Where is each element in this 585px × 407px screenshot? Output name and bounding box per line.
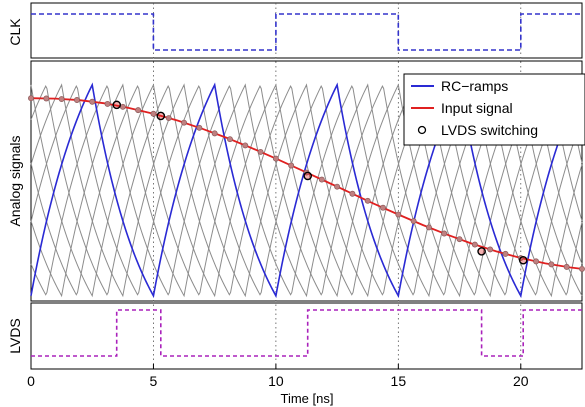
x-tick-label-15: 15	[391, 373, 407, 389]
lvds-switching-marker	[477, 247, 486, 256]
lvds-switching-marker	[156, 111, 166, 121]
sample-point	[471, 241, 478, 248]
clk-panel	[31, 13, 582, 51]
sample-point	[410, 218, 417, 224]
lvds-switching-marker	[303, 171, 313, 181]
lvds-switching-marker	[518, 255, 528, 265]
y-label-clk: CLK	[7, 18, 23, 46]
sample-point	[119, 103, 126, 110]
x-tick-label-10: 10	[268, 373, 284, 389]
sample-point	[563, 263, 570, 270]
analog-panel-frame	[30, 60, 583, 302]
x-tick-label-20: 20	[513, 373, 529, 389]
sample-point	[288, 162, 295, 169]
x-tick-label-0: 0	[27, 373, 35, 389]
lvds-trace	[31, 309, 582, 357]
legend-label-rc-ramps: RC−ramps	[441, 78, 508, 94]
legend-box	[403, 73, 585, 146]
sample-point	[73, 97, 80, 103]
sample-point	[380, 204, 386, 211]
sample-point	[28, 95, 34, 102]
switching-markers-group	[112, 100, 528, 265]
sample-point	[257, 148, 264, 155]
x-tick-label-5: 5	[150, 373, 158, 389]
sample-point	[441, 230, 448, 237]
sample-point	[165, 115, 172, 121]
sample-point	[349, 190, 356, 197]
sample-point	[456, 236, 463, 243]
sample-point	[58, 96, 65, 102]
lvds-panel	[31, 309, 582, 357]
legend-marker-lvds-switching	[417, 125, 427, 135]
x-ticks: 0 5 10 15 20	[27, 364, 529, 389]
legend: RC−ramps Input signal LVDS switching	[403, 73, 585, 146]
y-label-lvds: LVDS	[7, 318, 23, 354]
sample-point	[196, 124, 203, 131]
clk-panel-frame	[30, 2, 583, 59]
rc-ramp-4-375	[30, 84, 583, 296]
sample-point	[579, 265, 585, 272]
x-axis-label: Time [ns]	[281, 391, 334, 406]
sample-point	[135, 107, 142, 114]
sample-point	[318, 176, 325, 183]
lvds-panel-frame	[30, 302, 583, 370]
legend-label-input-signal: Input signal	[441, 100, 513, 116]
clk-trace	[31, 13, 582, 51]
lvds-switching-marker	[112, 100, 122, 110]
sample-point	[533, 258, 540, 265]
sample-point	[89, 98, 96, 105]
sample-point	[104, 100, 111, 107]
sample-point	[425, 224, 432, 231]
sample-point	[181, 119, 188, 126]
sample-point	[548, 261, 555, 268]
sample-point	[487, 246, 494, 253]
rc-ramp-2-5	[30, 83, 583, 298]
sample-point	[502, 250, 509, 257]
rc-ramp-3-75	[30, 83, 583, 298]
sample-point	[242, 142, 249, 149]
sample-point	[227, 136, 233, 143]
sample-point	[150, 110, 157, 117]
sample-point	[364, 197, 371, 204]
y-label-analog: Analog signals	[7, 135, 23, 226]
sample-point	[334, 183, 341, 190]
sample-point	[43, 95, 50, 102]
rc-ramp-highlighted	[30, 82, 583, 299]
legend-label-lvds-switching: LVDS switching	[441, 122, 538, 138]
sample-point	[395, 211, 402, 218]
sample-point	[272, 155, 279, 162]
sample-point	[211, 130, 218, 137]
input-signal-group	[28, 95, 585, 272]
